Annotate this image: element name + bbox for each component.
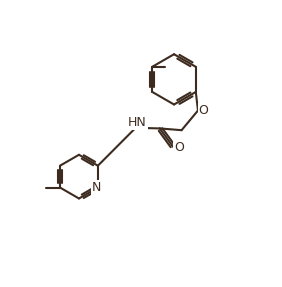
Text: O: O [174, 141, 184, 154]
Text: O: O [199, 104, 208, 117]
Text: HN: HN [128, 117, 147, 129]
Text: N: N [92, 181, 102, 194]
